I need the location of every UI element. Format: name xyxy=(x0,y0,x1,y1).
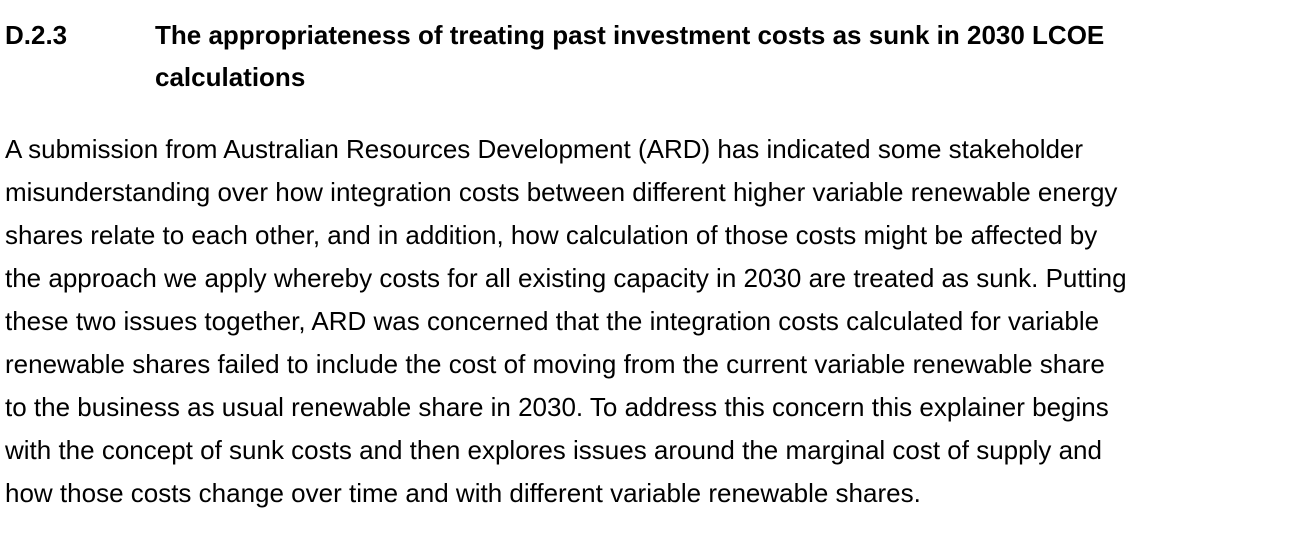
body-paragraph: A submission from Australian Resources D… xyxy=(5,128,1127,515)
paragraph-line: the approach we apply whereby costs for … xyxy=(5,263,1127,293)
title-line: The appropriateness of treating past inv… xyxy=(155,20,1105,50)
paragraph-line: how those costs change over time and wit… xyxy=(5,478,921,508)
paragraph-line: shares relate to each other, and in addi… xyxy=(5,220,1098,250)
title-line: calculations xyxy=(155,62,306,92)
paragraph-line: renewable shares failed to include the c… xyxy=(5,349,1105,379)
paragraph-line: misunderstanding over how integration co… xyxy=(5,177,1118,207)
section-number: D.2.3 xyxy=(5,20,68,50)
paragraph-line: A submission from Australian Resources D… xyxy=(5,134,1084,164)
paragraph-line: these two issues together, ARD was conce… xyxy=(5,306,1100,336)
section-title: The appropriateness of treating past inv… xyxy=(155,14,1104,98)
paragraph-line: to the business as usual renewable share… xyxy=(5,392,1109,422)
paragraph-line: with the concept of sunk costs and then … xyxy=(5,435,1102,465)
